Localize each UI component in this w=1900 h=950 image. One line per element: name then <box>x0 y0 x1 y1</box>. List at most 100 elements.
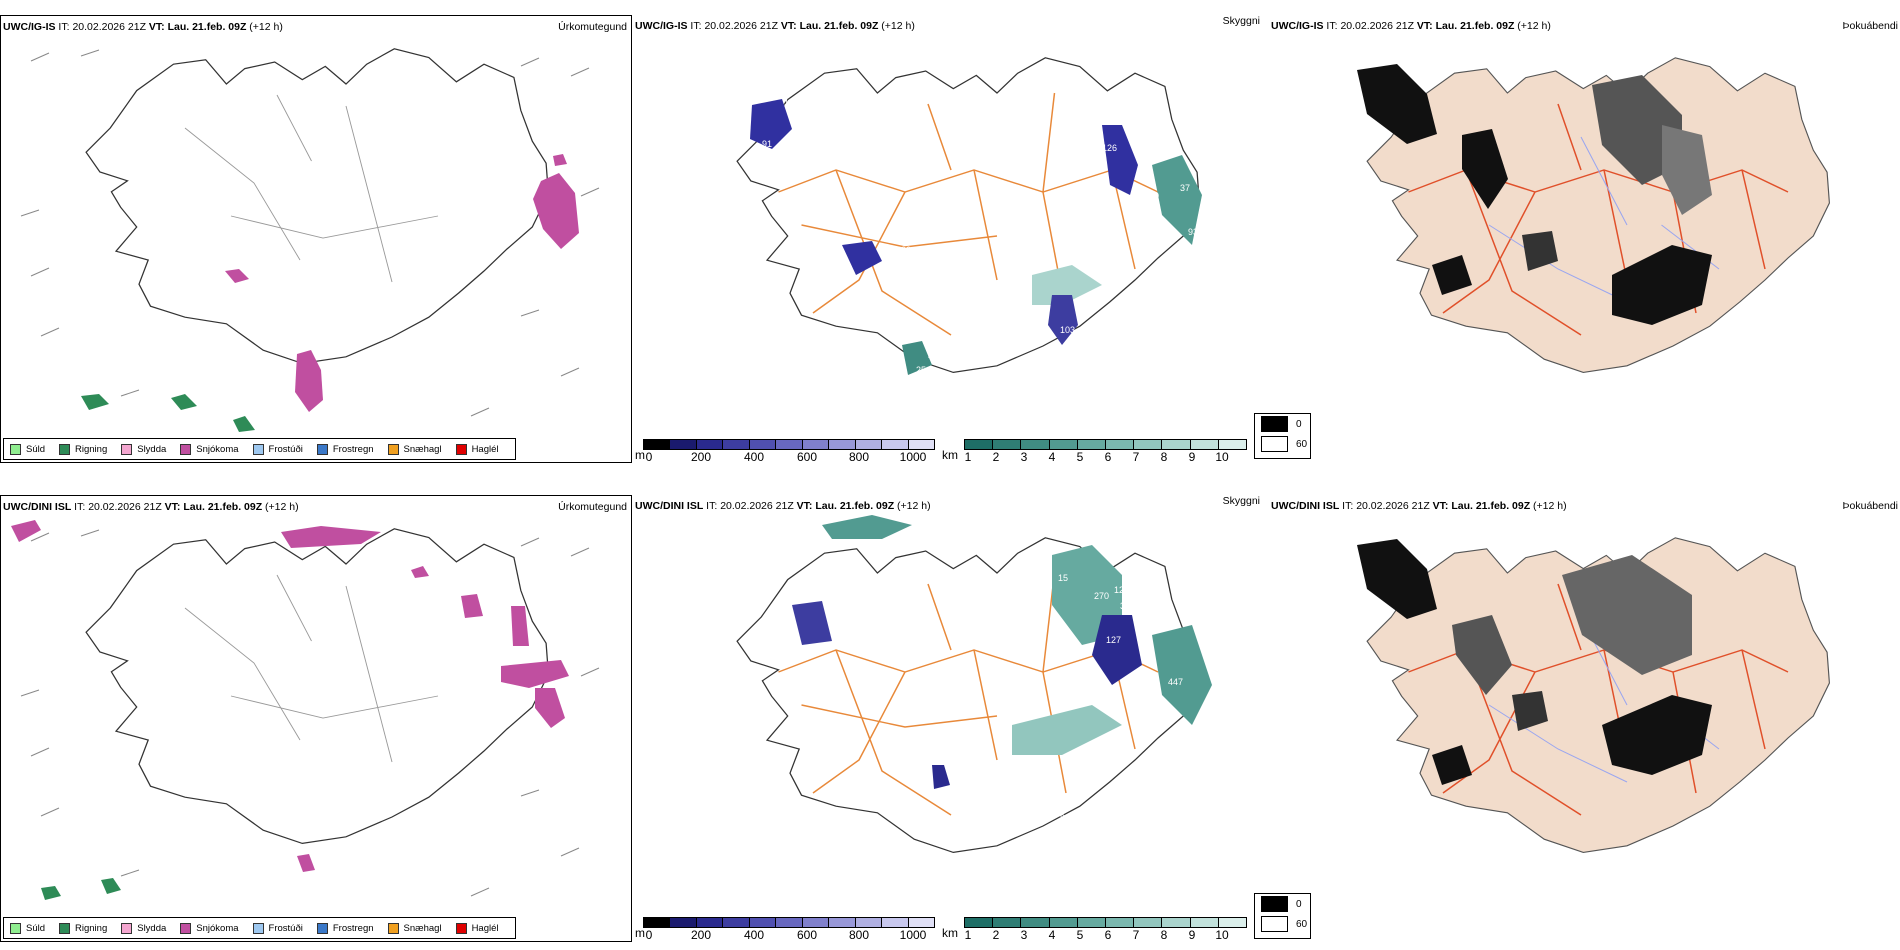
legend-item: Frostúði <box>252 443 303 455</box>
cloud-label: 127 <box>1106 635 1121 645</box>
fog-legend-swatch <box>1261 416 1288 432</box>
fog-legend-swatch <box>1261 896 1288 912</box>
rain-areas <box>81 394 255 432</box>
fog-legend-bottom: 0 60 <box>1254 893 1311 939</box>
cloud-patches <box>750 99 1202 375</box>
ceiling-tick: 200 <box>690 928 712 942</box>
cloud-label: 62 <box>940 373 950 383</box>
panel-title-precip-top: Úrkomutegund <box>558 21 627 33</box>
cloud-label: 934 <box>1188 227 1203 237</box>
visibility-colorbar-top: km 1 2 3 4 5 6 7 8 9 10 <box>942 439 1247 464</box>
visibility-tick: 6 <box>1104 450 1112 464</box>
legend-item: Rigning <box>59 443 107 455</box>
fog-legend-row: 60 <box>1255 914 1310 934</box>
cloud-label: 91 <box>762 139 772 149</box>
visibility-tick: 9 <box>1188 928 1196 942</box>
visibility-tick: 5 <box>1076 928 1084 942</box>
panel-title-cloud-top: Skyggni <box>1222 15 1260 27</box>
snow-areas <box>11 520 569 872</box>
panel-title-cloud-bottom: Skyggni <box>1222 495 1260 507</box>
visibility-colorbar-swatches <box>964 439 1247 450</box>
legend-item: Súld <box>10 443 45 455</box>
wind-barbs <box>20 49 600 417</box>
ceiling-tick: 1000 <box>899 450 927 464</box>
legend-swatch <box>252 443 264 455</box>
visibility-tick: 1 <box>964 928 972 942</box>
visibility-tick: 8 <box>1160 450 1168 464</box>
cloud-label: 13 <box>794 557 804 567</box>
legend-item: Haglél <box>455 443 499 455</box>
visibility-tick: 4 <box>1048 450 1056 464</box>
header-top-2: UWC/IG-IS IT: 20.02.2026 21Z VT: Lau. 21… <box>635 20 915 32</box>
legend-swatch <box>316 443 328 455</box>
ceiling-tick: 0 <box>645 450 653 464</box>
cloud-label: 37 <box>1180 183 1190 193</box>
header-bottom-1: UWC/DINI ISL IT: 20.02.2026 21Z VT: Lau.… <box>3 501 299 513</box>
cloud-labels: 103 91 126 37 150 140 934 130 100 111 45… <box>762 97 1203 383</box>
legend-item: Snæhagl <box>387 443 442 455</box>
legend-item: Snjókoma <box>180 922 239 934</box>
legend-item: Frostregn <box>316 922 374 934</box>
panel-title-precip-bottom: Úrkomutegund <box>558 501 627 513</box>
wind-barbs <box>20 529 600 897</box>
cloud-label: 777 <box>1152 609 1167 619</box>
rivers <box>184 574 439 763</box>
visibility-tick: 2 <box>992 450 1000 464</box>
visibility-tick: 2 <box>992 928 1000 942</box>
legend-item: Frostregn <box>316 443 374 455</box>
coastline <box>85 528 550 845</box>
cloud-label: 270 <box>1094 591 1109 601</box>
cloud-label: 101 <box>892 733 907 743</box>
fog-map-bottom <box>1357 537 1830 853</box>
coastline <box>85 48 550 365</box>
legend-swatch <box>121 443 133 455</box>
cloud-label: 457 <box>928 351 943 361</box>
legend-swatch <box>252 922 264 934</box>
visibility-tick: 7 <box>1132 450 1140 464</box>
legend-swatch <box>455 922 467 934</box>
legend-item: Snæhagl <box>387 922 442 934</box>
header-bottom-2: UWC/DINI ISL IT: 20.02.2026 21Z VT: Lau.… <box>635 500 931 512</box>
legend-swatch <box>455 443 467 455</box>
ceiling-tick: 1000 <box>899 928 927 942</box>
ceiling-unit: m <box>635 926 645 940</box>
ceiling-tick: 400 <box>743 450 765 464</box>
panel-title-fog-bottom: Þokuábendi <box>1842 500 1898 512</box>
legend-item: Frostúði <box>252 922 303 934</box>
ceiling-tick: 800 <box>848 450 870 464</box>
cloud-label: 103 <box>784 97 799 107</box>
ceiling-tick: 200 <box>690 450 712 464</box>
ceiling-tick: 800 <box>848 928 870 942</box>
fog-legend-row: 0 <box>1255 894 1310 914</box>
fog-legend-row: 0 <box>1255 414 1310 434</box>
visibility-colorbar-swatches <box>964 917 1247 928</box>
fog-legend-row: 60 <box>1255 434 1310 454</box>
ceiling-colorbar-bottom: m 0 200 400 600 800 1000 <box>635 917 935 942</box>
visibility-tick: 6 <box>1104 928 1112 942</box>
cloud-panel-bottom: 15 270 125 330 777 127 447 358 350 174 1… <box>632 495 1262 942</box>
rivers <box>184 94 439 283</box>
cloud-patches <box>792 515 1212 789</box>
ceiling-tick: 0 <box>645 928 653 942</box>
legend-item: Haglél <box>455 922 499 934</box>
cloud-label: 350 <box>1044 757 1059 767</box>
ceiling-tick: 600 <box>796 450 818 464</box>
ceiling-tick: 400 <box>743 928 765 942</box>
roads <box>778 92 1159 336</box>
ceiling-colorbar-top: m 0 200 400 600 800 1000 <box>635 439 935 464</box>
fog-legend-swatch <box>1261 916 1288 932</box>
coastline <box>736 537 1201 854</box>
ceiling-colorbar-swatches <box>643 439 935 450</box>
cloud-label: 81 <box>1060 813 1070 823</box>
legend-swatch <box>387 922 399 934</box>
fog-patches <box>1357 539 1712 785</box>
visibility-unit: km <box>942 448 958 462</box>
cloud-label: 100 <box>896 245 911 255</box>
legend-swatch <box>180 922 192 934</box>
cloud-label: 140 <box>1146 227 1161 237</box>
legend-swatch <box>10 443 21 455</box>
fog-panel-bottom: UWC/DINI ISL IT: 20.02.2026 21Z VT: Lau.… <box>1254 495 1900 942</box>
precip-legend-bottom: Súld Rigning Slydda Snjókoma Frostúði Fr… <box>3 917 516 939</box>
fog-patches <box>1357 64 1712 325</box>
visibility-unit: km <box>942 926 958 940</box>
